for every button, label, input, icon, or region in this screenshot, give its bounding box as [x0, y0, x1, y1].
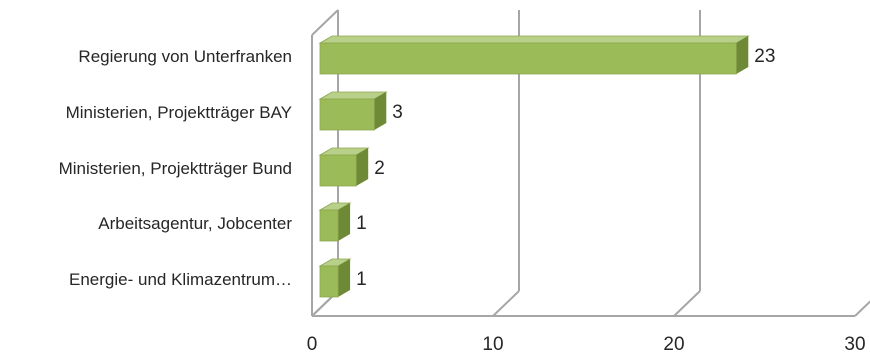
bar-front-face: [319, 98, 375, 131]
bar-side-face: [736, 36, 749, 74]
bar-front-face: [319, 209, 339, 242]
bar-1: [318, 91, 388, 131]
bar-front-face: [319, 265, 339, 298]
data-label-0: 23: [754, 46, 775, 67]
bar-4: [318, 258, 352, 298]
category-label-2: Ministerien, Projektträger Bund: [59, 159, 292, 178]
category-label-1: Ministerien, Projektträger BAY: [66, 103, 292, 122]
bar-front-face: [319, 154, 357, 187]
floor-gridline-30: [854, 300, 870, 317]
bar-top-face: [318, 35, 750, 44]
category-label-4: Energie- und Klimazentrum…: [69, 270, 292, 289]
labels: 0 10 20 30 23 Regierung von Unterfranken 3 Mini…: [59, 46, 866, 354]
bar-side-face: [374, 92, 387, 130]
bar-front-face: [319, 42, 737, 75]
bar-side-face: [356, 148, 369, 186]
bar-side-face: [338, 259, 351, 297]
bar-0: [318, 35, 750, 75]
x-tick-label-0: 0: [307, 334, 318, 354]
bar-3: [318, 202, 352, 242]
x-tick-label-20: 20: [663, 334, 684, 354]
wall-top-edge: [311, 9, 339, 36]
floor-gridline-20: [673, 290, 701, 317]
data-label-1: 3: [392, 102, 403, 123]
bars: [318, 35, 750, 298]
data-label-3: 1: [356, 213, 367, 234]
bar-2: [318, 147, 370, 187]
data-label-4: 1: [356, 269, 367, 290]
data-label-2: 2: [374, 158, 385, 179]
category-label-0: Regierung von Unterfranken: [78, 47, 292, 66]
bar-side-face: [338, 203, 351, 241]
floor-gridline-10: [492, 290, 520, 317]
x-tick-label-10: 10: [482, 334, 503, 354]
x-tick-label-30: 30: [844, 334, 865, 354]
category-label-3: Arbeitsagentur, Jobcenter: [98, 214, 292, 233]
